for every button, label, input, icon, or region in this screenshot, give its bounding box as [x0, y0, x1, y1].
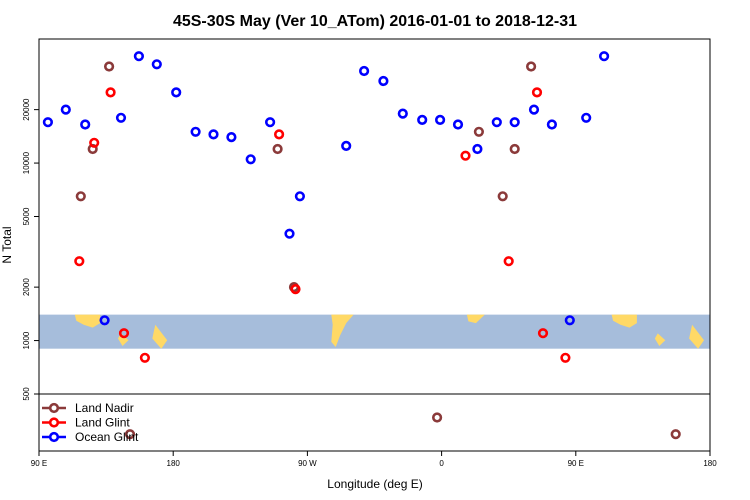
- map-land: [611, 314, 637, 328]
- point-ocean-glint: [265, 117, 276, 128]
- point-ocean-glint: [284, 228, 295, 239]
- point-land-glint: [89, 137, 100, 148]
- point-ocean-glint: [435, 114, 446, 125]
- point-land-glint: [503, 256, 514, 267]
- point-land-glint: [531, 87, 543, 98]
- y-tick-label: 1000: [22, 331, 31, 349]
- y-tick-label: 10000: [22, 151, 31, 174]
- point-ocean-glint: [491, 117, 502, 128]
- point-ocean-glint: [452, 119, 464, 130]
- point-ocean-glint: [226, 132, 237, 143]
- map-land: [331, 314, 354, 347]
- legend-label-land-glint: Land Glint: [75, 416, 130, 430]
- point-ocean-glint: [472, 143, 483, 155]
- point-land-glint: [118, 328, 130, 339]
- point-land-nadir: [473, 126, 485, 137]
- point-ocean-glint: [397, 108, 408, 119]
- x-axis: 90 E 180 90 W 0 90 E 180: [31, 451, 717, 468]
- point-land-nadir: [272, 143, 283, 155]
- point-land-glint: [274, 129, 285, 140]
- legend-label-ocean-glint: Ocean Glint: [75, 430, 139, 444]
- point-land-glint: [139, 352, 150, 363]
- y-tick-label: 5000: [22, 207, 31, 225]
- x-tick-label: 90 W: [298, 459, 317, 468]
- point-ocean-glint: [245, 154, 256, 165]
- point-ocean-glint: [417, 114, 428, 125]
- x-tick-label: 90 E: [568, 459, 584, 468]
- point-ocean-glint: [341, 140, 352, 151]
- data-points: [42, 51, 681, 440]
- point-ocean-glint: [115, 112, 127, 123]
- point-land-glint: [560, 352, 571, 363]
- point-land-glint: [105, 87, 116, 98]
- point-land-nadir: [525, 61, 537, 72]
- point-ocean-glint: [133, 51, 144, 62]
- point-land-nadir: [497, 191, 508, 202]
- y-axis: 500 1000 2000 5000 10000 20000: [22, 98, 39, 401]
- point-ocean-glint: [42, 117, 54, 128]
- y-axis-label: N Total: [0, 226, 14, 263]
- point-ocean-glint: [564, 315, 575, 326]
- point-ocean-glint: [581, 112, 592, 123]
- point-ocean-glint: [528, 104, 540, 115]
- x-axis-label: Longitude (deg E): [327, 477, 422, 491]
- x-tick-label: 0: [439, 459, 444, 468]
- point-ocean-glint: [99, 315, 110, 326]
- map-land: [689, 324, 704, 349]
- point-land-glint: [460, 150, 471, 161]
- point-ocean-glint: [80, 119, 91, 130]
- point-land-nadir: [103, 61, 115, 72]
- point-land-nadir: [509, 143, 520, 155]
- point-ocean-glint: [190, 126, 201, 137]
- point-ocean-glint: [378, 75, 389, 87]
- low-count-panel: [38, 393, 711, 452]
- legend-marker-land-glint: [48, 417, 60, 428]
- x-tick-label: 180: [703, 459, 717, 468]
- y-tick-label: 2000: [22, 278, 31, 296]
- low-count-point-land-nadir: [124, 429, 136, 440]
- point-ocean-glint: [208, 129, 219, 140]
- map-land: [74, 314, 101, 328]
- map-land: [152, 324, 168, 349]
- point-land-glint: [290, 284, 301, 295]
- point-ocean-glint: [546, 119, 558, 130]
- point-ocean-glint: [598, 51, 610, 62]
- map-ocean: [39, 314, 710, 349]
- y-tick-label: 20000: [22, 98, 31, 121]
- x-tick-label: 180: [167, 459, 181, 468]
- point-land-glint: [537, 328, 549, 339]
- map-land: [654, 333, 666, 346]
- y-tick-label: 500: [22, 387, 31, 401]
- point-ocean-glint: [151, 59, 162, 70]
- low-count-point-land-nadir: [432, 412, 443, 423]
- point-land-glint: [74, 256, 85, 267]
- point-ocean-glint: [60, 104, 71, 115]
- legend-marker-ocean-glint: [48, 431, 60, 443]
- low-count-point-land-nadir: [670, 429, 681, 440]
- legend-marker-land-nadir: [48, 402, 60, 414]
- map-land: [466, 314, 485, 324]
- point-ocean-glint: [359, 65, 370, 77]
- chart-title: 45S-30S May (Ver 10_ATom) 2016-01-01 to …: [173, 13, 577, 30]
- x-tick-label: 90 E: [31, 459, 47, 468]
- world-map-strip: [39, 314, 710, 349]
- point-land-nadir: [75, 191, 86, 202]
- point-ocean-glint: [509, 117, 520, 128]
- point-ocean-glint: [294, 191, 306, 202]
- legend-label-land-nadir: Land Nadir: [75, 401, 134, 415]
- point-ocean-glint: [171, 87, 182, 98]
